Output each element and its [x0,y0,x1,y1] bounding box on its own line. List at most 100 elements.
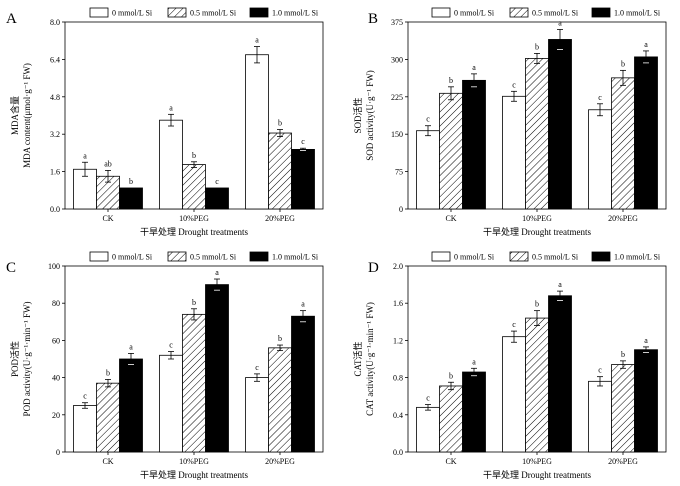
y-tick-label: 20 [52,411,60,420]
y-tick-label: 0 [399,205,403,214]
category-label: 20%PEG [608,214,638,223]
chart-panel-B: 0 75 150 225 300 375 CK c b a 10%PEG c b a 20%PEG c b a B S… [352,7,667,237]
category-label: 20%PEG [265,457,295,466]
significance-letter: c [169,341,173,350]
y-tick-label: 75 [395,168,403,177]
bar [182,313,206,453]
bar [462,79,486,210]
significance-letter: b [535,42,539,51]
bar [588,109,612,210]
significance-letter: a [644,336,648,345]
legend-label: 1.0 mmol/L Si [614,253,661,262]
y-tick-label: 1.6 [50,168,60,177]
significance-letter: b [106,368,110,377]
legend: 0 mmol/L Si 0.5 mmol/L Si 1.0 mmol/L Si [431,7,661,18]
significance-letter: b [192,151,196,160]
bar [634,349,658,453]
significance-letter: c [426,115,430,124]
y-tick-label: 2.0 [393,262,403,271]
bar [548,39,572,210]
significance-letter: c [255,363,259,372]
bar [525,317,549,453]
bar [439,92,463,210]
category-label: 10%PEG [522,214,552,223]
y-tick-label: 1.2 [393,336,403,345]
bar [268,347,292,453]
significance-letter: b [192,298,196,307]
bar [96,382,120,453]
category-label: CK [102,214,113,223]
bar [245,377,269,453]
legend-label: 0 mmol/L Si [454,9,495,18]
legend-swatch [431,251,451,262]
significance-letter: a [169,103,173,112]
significance-letter: c [598,93,602,102]
bar [462,371,486,453]
significance-letter: b [449,371,453,380]
legend-swatch [591,7,611,18]
significance-letter: b [278,119,282,128]
y-axis-title-cn: SOD活性 [352,97,363,133]
y-tick-label: 80 [52,299,60,308]
bar [611,364,635,453]
legend-label: 1.0 mmol/L Si [272,253,319,262]
legend: 0 mmol/L Si 0.5 mmol/L Si 1.0 mmol/L Si [431,251,661,262]
significance-letter: a [83,151,87,160]
y-tick-label: 0.0 [50,205,60,214]
significance-letter: b [621,59,625,68]
legend-swatch [591,251,611,262]
x-axis-title: 干旱处理 Drought treatments [483,469,591,480]
significance-letter: b [278,334,282,343]
y-tick-label: 150 [391,130,403,139]
y-tick-label: 375 [391,18,403,27]
legend-label: 0.5 mmol/L Si [190,9,237,18]
x-axis-title: 干旱处理 Drought treatments [140,226,248,237]
y-tick-label: 300 [391,55,403,64]
y-tick-label: 6.4 [50,55,60,64]
y-tick-label: 8.0 [50,18,60,27]
significance-letter: ab [104,159,112,168]
bar [159,354,183,453]
y-axis-title-cn: MDA含量 [9,96,20,135]
legend-swatch [249,251,269,262]
significance-letter: b [129,177,133,186]
bar [291,315,315,453]
category-label: CK [102,457,113,466]
significance-letter: c [512,80,516,89]
legend: 0 mmol/L Si 0.5 mmol/L Si 1.0 mmol/L Si [89,251,319,262]
y-tick-label: 0.4 [393,411,403,420]
x-axis-title: 干旱处理 Drought treatments [483,226,591,237]
significance-letter: a [472,357,476,366]
bar [634,56,658,210]
legend-label: 0 mmol/L Si [454,253,495,262]
significance-letter: b [621,350,625,359]
legend-label: 0.5 mmol/L Si [532,9,579,18]
y-tick-label: 60 [52,336,60,345]
bar [502,336,526,453]
category-label: CK [445,457,456,466]
y-tick-label: 1.6 [393,299,403,308]
significance-letter: b [449,76,453,85]
chart-panel-A: 0.01.63.24.86.48.0CKaabb10%PEGabc20%PEGa… [6,7,324,237]
bar [182,164,206,210]
legend-swatch [509,251,529,262]
legend-label: 1.0 mmol/L Si [272,9,319,18]
panel-label: B [368,11,378,27]
bar [205,187,229,210]
legend-swatch [89,7,109,18]
category-label: 10%PEG [179,214,209,223]
y-axis-title-cn: CAT活性 [352,341,363,376]
chart-panel-C: 0 20 40 60 80 100 CK c b a 10%PEG c b a 20%PEG c b a C POD活… [6,251,324,480]
significance-letter: a [558,18,562,27]
significance-letter: a [558,280,562,289]
bar [588,380,612,453]
significance-letter: a [472,63,476,72]
significance-letter: a [301,300,305,309]
bar [611,77,635,210]
bar [439,385,463,453]
significance-letter: a [215,268,219,277]
significance-letter: b [535,300,539,309]
y-axis-title: CAT activity(U·g⁻¹·min⁻¹ FW) [365,302,375,416]
bar [416,406,440,453]
bar [73,405,97,453]
